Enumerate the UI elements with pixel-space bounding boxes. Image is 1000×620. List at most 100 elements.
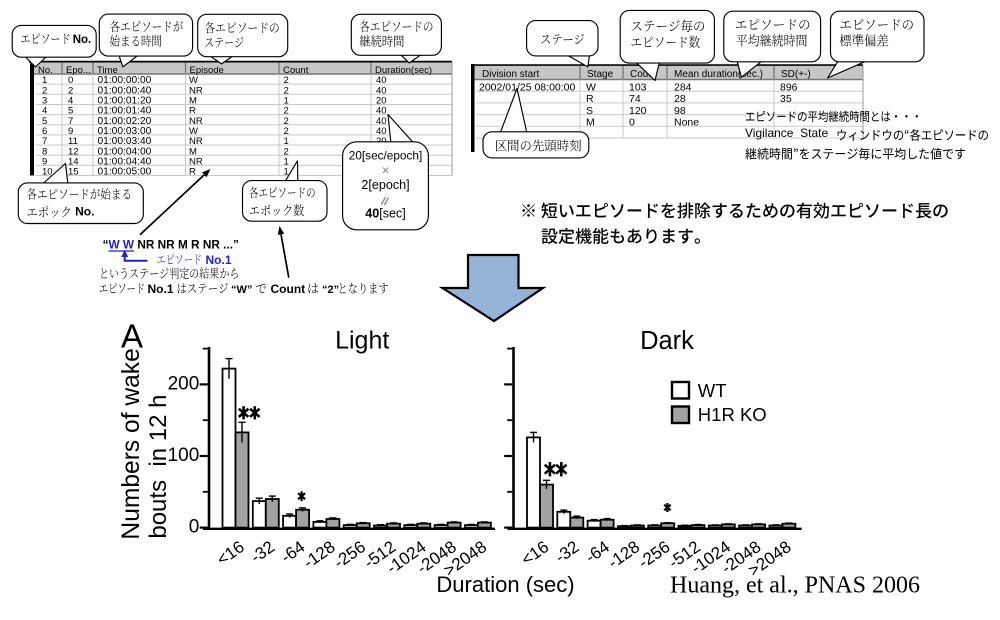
svg-text:2: 2	[42, 85, 47, 96]
svg-text:-32: -32	[247, 537, 278, 567]
svg-text:2: 2	[284, 126, 289, 137]
svg-text:Light: Light	[335, 326, 389, 354]
svg-text:01:00:03:00: 01:00:03:00	[98, 126, 152, 137]
svg-text:S: S	[586, 105, 593, 117]
svg-text:Division start: Division start	[482, 69, 539, 80]
svg-text:2: 2	[284, 106, 289, 117]
svg-text:40[sec]: 40[sec]	[365, 207, 406, 221]
svg-text:1: 1	[284, 167, 289, 178]
svg-text:No.: No.	[75, 204, 94, 218]
svg-text:2: 2	[68, 85, 73, 96]
svg-text:40: 40	[376, 75, 387, 86]
svg-text:R: R	[189, 106, 196, 117]
svg-text:-32: -32	[552, 537, 583, 567]
svg-text:“W”: “W”	[231, 284, 252, 296]
svg-text:Time: Time	[97, 65, 118, 76]
svg-text:28: 28	[674, 93, 686, 105]
svg-text:01:00:05:00: 01:00:05:00	[98, 167, 152, 178]
svg-text:SD(+-): SD(+-)	[781, 69, 811, 80]
svg-text:01:00:04:40: 01:00:04:40	[98, 156, 152, 167]
svg-text:M: M	[189, 146, 197, 157]
svg-text:2: 2	[284, 75, 289, 86]
svg-text:98: 98	[674, 105, 686, 117]
svg-text:NR: NR	[189, 85, 203, 96]
svg-text:“2”: “2”	[322, 284, 339, 296]
svg-text:Count: Count	[271, 282, 306, 296]
svg-text:Dark: Dark	[640, 327, 694, 355]
svg-text:01:00:00:40: 01:00:00:40	[98, 85, 152, 96]
svg-text:35: 35	[780, 93, 792, 105]
svg-text:NR: NR	[189, 136, 203, 147]
svg-text:6: 6	[42, 126, 47, 137]
svg-text:120: 120	[629, 105, 647, 117]
svg-text:2: 2	[284, 116, 289, 127]
svg-text:1: 1	[284, 136, 289, 147]
svg-text:40: 40	[376, 116, 387, 127]
svg-text:9: 9	[42, 156, 47, 167]
svg-text:5: 5	[42, 116, 47, 127]
svg-text:M: M	[189, 96, 197, 107]
svg-text:Stage: Stage	[587, 69, 614, 80]
svg-text:R: R	[586, 93, 594, 105]
svg-text:40: 40	[376, 106, 387, 117]
svg-text:284: 284	[674, 82, 692, 94]
svg-text:“W W NR NR M R NR ...”: “W W NR NR M R NR ...”	[103, 238, 239, 252]
svg-text:No.: No.	[73, 34, 92, 46]
svg-text:No.1: No.1	[206, 253, 232, 267]
svg-text:Numbers of wake: Numbers of wake	[118, 348, 145, 539]
svg-text:NR: NR	[189, 116, 203, 127]
svg-text:3: 3	[42, 96, 47, 107]
svg-text:9: 9	[68, 126, 73, 137]
svg-text:Huang, et al., PNAS 2006: Huang, et al., PNAS 2006	[670, 573, 920, 599]
svg-text:01:00:04:00: 01:00:04:00	[98, 146, 152, 157]
svg-text:896: 896	[780, 82, 798, 94]
svg-text:<16: <16	[518, 537, 553, 569]
svg-text:20[sec/epoch]: 20[sec/epoch]	[349, 149, 422, 163]
svg-text:Mean duration(sec.): Mean duration(sec.)	[674, 69, 763, 80]
svg-text:40: 40	[376, 85, 387, 96]
svg-text:W: W	[586, 82, 596, 94]
svg-text:W: W	[189, 75, 198, 86]
svg-text:01:00:00:00: 01:00:00:00	[98, 75, 152, 86]
svg-text:Episode: Episode	[190, 65, 224, 76]
svg-text:H1R KO: H1R KO	[698, 404, 767, 425]
svg-text:No.: No.	[38, 65, 53, 76]
svg-text:5: 5	[68, 106, 73, 117]
svg-text:None: None	[674, 117, 699, 129]
svg-text:1: 1	[284, 156, 289, 167]
svg-text:40: 40	[376, 126, 387, 137]
svg-text:4: 4	[68, 96, 73, 107]
svg-text:103: 103	[629, 82, 647, 94]
svg-text:1: 1	[284, 96, 289, 107]
svg-text:A: A	[121, 317, 143, 354]
svg-text:<16: <16	[213, 537, 248, 569]
svg-text:NR: NR	[189, 156, 203, 167]
svg-text:2: 2	[284, 146, 289, 157]
svg-text:Cou...: Cou...	[630, 69, 657, 80]
svg-text:1: 1	[42, 75, 47, 86]
svg-text:Count: Count	[283, 65, 309, 76]
svg-text:74: 74	[629, 93, 641, 105]
svg-text:2002/01/25 08:00:00: 2002/01/25 08:00:00	[479, 82, 576, 94]
svg-text:bouts in 12 h: bouts in 12 h	[145, 395, 172, 539]
svg-text:01:00:03:40: 01:00:03:40	[98, 136, 152, 147]
svg-text:0: 0	[189, 517, 200, 538]
svg-text:7: 7	[68, 116, 73, 127]
svg-text:M: M	[586, 117, 595, 129]
svg-text:200: 200	[168, 373, 200, 394]
svg-text:Epo...: Epo...	[66, 65, 91, 76]
svg-text:7: 7	[42, 136, 47, 147]
svg-text:Vigilance State: Vigilance State	[745, 126, 828, 140]
svg-text:01:00:02:20: 01:00:02:20	[98, 116, 152, 127]
svg-text:01:00:01:20: 01:00:01:20	[98, 96, 152, 107]
svg-text:0: 0	[629, 117, 635, 129]
svg-text:100: 100	[168, 445, 200, 466]
svg-text:Duration(sec): Duration(sec)	[375, 65, 432, 76]
svg-text:Duration (sec): Duration (sec)	[436, 572, 574, 597]
svg-text:11: 11	[68, 136, 78, 147]
svg-text:14: 14	[68, 156, 79, 167]
svg-text:R: R	[189, 167, 196, 178]
svg-text:15: 15	[68, 167, 79, 178]
svg-text:2[epoch]: 2[epoch]	[361, 178, 409, 192]
svg-text:2: 2	[284, 85, 289, 96]
